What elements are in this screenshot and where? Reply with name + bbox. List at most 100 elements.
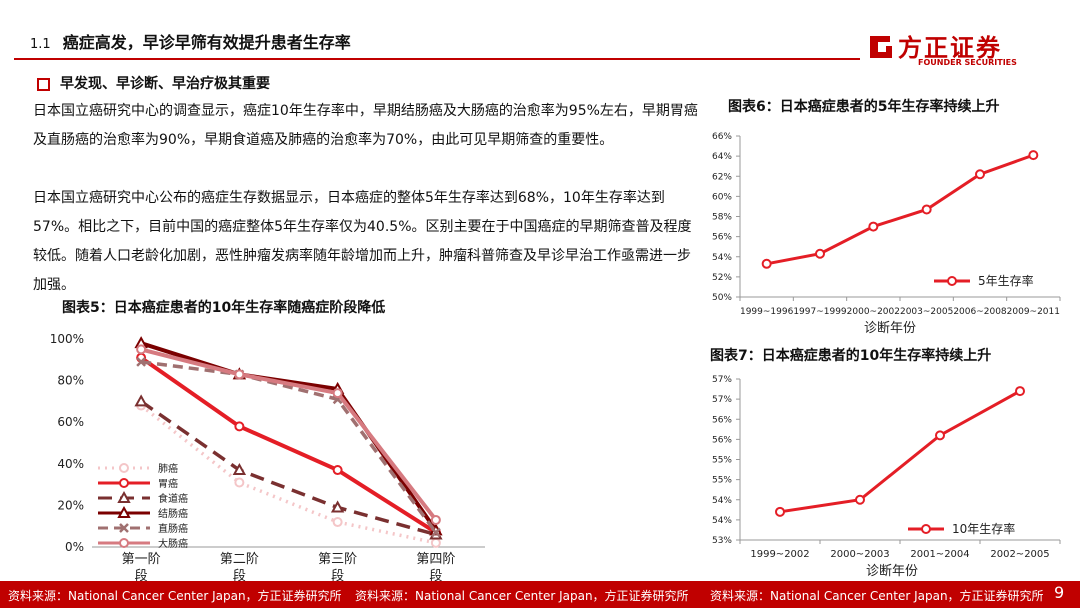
data-point	[775, 506, 785, 517]
x-tick-label: 第二阶段	[220, 552, 259, 584]
y-tick-label: 60%	[57, 415, 84, 429]
x-tick-label: 2009~2011	[1007, 307, 1060, 317]
data-point-大肠癌	[234, 369, 245, 380]
y-tick-label: 56%	[712, 435, 732, 445]
legend-marker-肺癌	[119, 463, 129, 473]
chart-figure-5: 0% 20% 40% 60% 80% 100% 第一阶段 第二阶段 第三阶段 第四阶段 肺癌胃癌食道…	[50, 332, 485, 584]
data-point	[855, 494, 865, 505]
y-tick-label: 55%	[712, 456, 732, 466]
y-tick-label: 54%	[712, 253, 732, 263]
data-point-肺癌	[332, 517, 343, 528]
y-tick-label: 50%	[712, 293, 732, 303]
y-tick-label: 54%	[712, 496, 732, 506]
series-line-胃癌	[139, 356, 437, 535]
section-heading: 癌症高发，早诊早筛有效提升患者生存率	[62, 33, 351, 52]
legend-marker-胃癌	[119, 478, 129, 488]
x-tick-label: 第三阶段	[318, 552, 357, 584]
x-tick-label: 2002~2005	[990, 549, 1049, 560]
y-tick-label: 58%	[712, 213, 732, 223]
legend-label: 肺癌	[158, 462, 178, 475]
y-tick-label: 57%	[712, 395, 732, 405]
x-tick-label: 1997~1999	[793, 307, 847, 317]
x-tick-label: 2000~2002	[847, 307, 900, 317]
logo-name-cn: 方正证券	[898, 34, 1002, 62]
data-point-食道癌	[330, 500, 345, 513]
section-title: 1.1 癌症高发，早诊早筛有效提升患者生存率	[30, 29, 351, 53]
legend-label: 10年生存率	[952, 521, 1015, 536]
data-point-大肠癌	[136, 344, 147, 355]
data-point-胃癌	[332, 465, 343, 476]
footer-source-3: 资料来源：National Cancer Center Japan，方正证券研究…	[710, 589, 1044, 603]
chart-figure-6: 50% 52% 54% 56% 58% 60% 62% 64% 66% 1999~1996 1997…	[712, 132, 1061, 336]
y-tick-label: 55%	[712, 476, 732, 486]
page-number: 9	[1054, 583, 1065, 602]
data-point-大肠癌	[430, 514, 441, 525]
series-line-大肠癌	[140, 347, 438, 522]
data-point-肺癌	[430, 537, 441, 548]
x-tick-label: 1999~2002	[750, 549, 809, 560]
x-tick-label: 2006~2008	[953, 307, 1007, 317]
legend-marker-直肠癌	[119, 523, 129, 533]
x-tick-label: 第一阶段	[122, 552, 161, 584]
paragraph-1: 日本国立癌研究中心的调查显示，癌症10年生存率中，早期结肠癌及大肠癌的治愈率为9…	[33, 103, 698, 148]
x-tick-label: 第四阶段	[416, 552, 455, 584]
paragraph-2: 日本国立癌研究中心公布的癌症生存数据显示，日本癌症的整体5年生存率达到68%，1…	[33, 190, 692, 293]
legend-marker	[947, 276, 957, 286]
data-point-直肠癌	[136, 356, 147, 367]
legend-marker-大肠癌	[119, 538, 129, 548]
data-point	[975, 169, 985, 180]
header-divider	[14, 58, 860, 60]
footer-bar	[0, 581, 1080, 608]
figure-5-title: 图表5：日本癌症患者的10年生存率随癌症阶段降低	[62, 300, 386, 316]
y-tick-label: 62%	[712, 172, 732, 182]
legend-label: 食道癌	[158, 492, 188, 505]
data-point-直肠癌	[430, 527, 441, 538]
y-tick-label: 20%	[57, 498, 84, 512]
bullet-square-icon	[37, 78, 50, 91]
founder-logo-icon	[870, 36, 892, 58]
y-tick-label: 56%	[712, 233, 732, 243]
data-point-胃癌	[234, 421, 245, 432]
data-point	[1028, 150, 1039, 161]
y-tick-label: 40%	[57, 457, 84, 471]
x-axis-title: 诊断年份	[864, 321, 916, 336]
y-tick-label: 100%	[50, 332, 84, 346]
logo-name-en: FOUNDER SECURITIES	[918, 58, 1017, 67]
y-tick-label: 54%	[712, 516, 732, 526]
legend-marker	[921, 524, 931, 534]
data-point-食道癌	[232, 462, 247, 476]
series-line-直肠癌	[140, 360, 438, 534]
data-point	[868, 221, 879, 232]
y-tick-label: 53%	[712, 536, 732, 546]
series-line	[779, 389, 1021, 514]
y-tick-label: 64%	[712, 152, 732, 162]
figure-7-title: 图表7：日本癌症患者的10年生存率持续上升	[710, 348, 992, 364]
y-tick-label: 56%	[712, 415, 732, 425]
chart-figure-7: 53% 54% 54% 55% 55% 56% 56% 57% 57% 1999~2002 2000…	[712, 375, 1061, 579]
series-line	[766, 153, 1034, 266]
data-point	[921, 204, 932, 215]
x-tick-label: 1999~1996	[740, 307, 794, 317]
legend-label: 胃癌	[158, 477, 178, 490]
legend-label: 大肠癌	[158, 537, 188, 550]
x-tick-label: 2000~2003	[830, 549, 889, 560]
legend-marker-结肠癌	[117, 505, 131, 518]
legend-marker-食道癌	[117, 490, 131, 503]
y-tick-label: 80%	[57, 374, 84, 388]
footer-source-1: 资料来源：National Cancer Center Japan，方正证券研究…	[8, 589, 342, 603]
x-tick-label: 2003~2005	[900, 307, 953, 317]
y-tick-label: 66%	[712, 132, 732, 142]
y-tick-label: 60%	[712, 192, 732, 202]
data-point-肺癌	[234, 477, 245, 488]
company-logo: 方正证券 FOUNDER SECURITIES	[866, 30, 1046, 70]
data-point-大肠癌	[332, 388, 343, 399]
x-axis-title: 诊断年份	[866, 564, 918, 579]
data-point	[935, 430, 945, 441]
series-line-肺癌	[140, 404, 437, 545]
data-point	[761, 258, 772, 269]
legend-label: 直肠癌	[158, 522, 188, 535]
x-tick-label: 2001~2004	[910, 549, 969, 560]
series-line-食道癌	[140, 399, 437, 537]
figure-6-title: 图表6：日本癌症患者的5年生存率持续上升	[728, 99, 1000, 115]
y-tick-label: 0%	[65, 540, 84, 554]
